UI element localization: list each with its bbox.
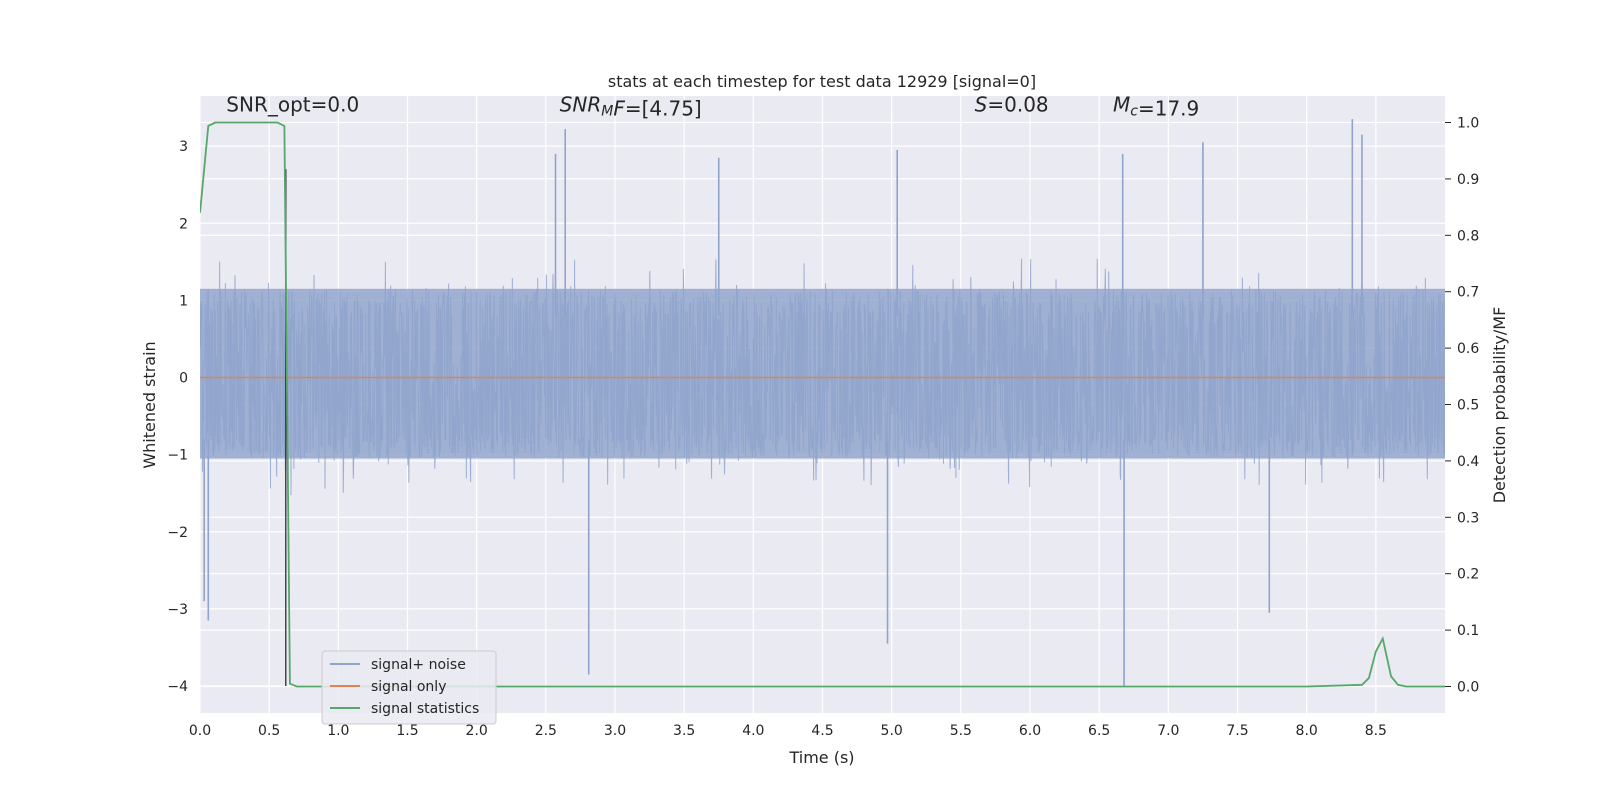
annotation-s-stat: S=0.08 — [975, 92, 1049, 116]
chart-title: stats at each timestep for test data 129… — [608, 72, 1036, 91]
y-right-tick-label: 0.5 — [1457, 398, 1479, 414]
annotation-part: M — [1113, 92, 1130, 116]
legend: signal+ noise signal only signal statist… — [321, 650, 497, 725]
y-right-tick-label: 0.0 — [1457, 679, 1479, 695]
y-left-tick-label: 0 — [179, 371, 188, 387]
annotation-part: c — [1130, 103, 1138, 119]
x-tick-label: 1.5 — [396, 723, 418, 739]
x-tick-label: 2.0 — [466, 723, 488, 739]
y-left-ticks: −4 −3 −2 −1 0 1 2 3 — [167, 139, 188, 695]
x-ticks: 0.0 0.5 1.0 1.5 2.0 2.5 3.0 3.5 4.0 4.5 5.0 5.5 6.0 6… — [189, 723, 1387, 739]
annotation-part: F — [613, 96, 625, 120]
y-axis-label-right: Detection probability/MF — [1490, 307, 1509, 504]
x-axis-label: Time (s) — [788, 748, 854, 767]
y-right-tick-label: 0.8 — [1457, 228, 1479, 244]
x-tick-label: 1.0 — [327, 723, 349, 739]
x-tick-label: 4.5 — [811, 723, 833, 739]
x-tick-label: 0.5 — [258, 723, 280, 739]
x-tick-label: 4.0 — [742, 723, 764, 739]
y-left-tick-label: −3 — [167, 602, 188, 618]
y-axis-label-left: Whitened strain — [140, 341, 159, 468]
x-tick-label: 6.0 — [1019, 723, 1041, 739]
x-tick-label: 5.5 — [950, 723, 972, 739]
x-tick-label: 5.0 — [881, 723, 903, 739]
legend-label-signal-statistics: signal statistics — [371, 701, 479, 717]
legend-box — [321, 650, 497, 725]
y-right-ticks: 0.0 0.1 0.2 0.3 0.4 0.5 0.6 0.7 0.8 0.9 1.0 — [1445, 116, 1479, 695]
y-left-tick-label: −1 — [167, 448, 188, 464]
annotation-part: =17.9 — [1138, 96, 1199, 120]
annotation-part: SNR_opt=0.0 — [226, 92, 359, 116]
x-tick-label: 2.5 — [535, 723, 557, 739]
annotation-part: M — [601, 103, 613, 119]
y-right-tick-label: 0.4 — [1457, 454, 1479, 470]
y-left-tick-label: −2 — [167, 525, 188, 541]
series-signal-statistics — [200, 121, 1445, 688]
y-right-tick-label: 0.3 — [1457, 510, 1479, 526]
legend-label-signal-only: signal only — [371, 679, 446, 695]
y-right-tick-label: 0.7 — [1457, 285, 1479, 301]
x-tick-label: 7.5 — [1226, 723, 1248, 739]
annotation-snr-mf: SNRMF=[4.75] — [560, 92, 702, 120]
y-right-tick-label: 0.2 — [1457, 567, 1479, 583]
annotation-mc: Mc=17.9 — [1113, 92, 1199, 120]
x-tick-label: 8.0 — [1296, 723, 1318, 739]
annotation-part: S — [975, 92, 988, 116]
annotation-part: =0.08 — [987, 92, 1048, 116]
annotation-part: =[4.75] — [625, 96, 702, 120]
y-left-tick-label: −4 — [167, 679, 188, 695]
y-left-tick-label: 1 — [179, 293, 188, 309]
legend-label-signal-noise: signal+ noise — [371, 657, 466, 673]
series-layer — [200, 119, 1445, 688]
y-left-tick-label: 3 — [179, 139, 188, 155]
y-right-tick-label: 0.6 — [1457, 341, 1479, 357]
y-right-tick-label: 0.9 — [1457, 172, 1479, 188]
x-tick-label: 6.5 — [1088, 723, 1110, 739]
x-tick-label: 7.0 — [1157, 723, 1179, 739]
series-signal-noise-band — [200, 288, 1445, 459]
x-tick-label: 3.5 — [673, 723, 695, 739]
x-tick-label: 3.0 — [604, 723, 626, 739]
annotation-part: SNR — [560, 92, 602, 116]
x-tick-label: 8.5 — [1365, 723, 1387, 739]
annotation-snr-opt: SNR_opt=0.0 — [226, 92, 359, 116]
y-right-tick-label: 1.0 — [1457, 116, 1479, 132]
y-left-tick-label: 2 — [179, 216, 188, 232]
x-tick-label: 0.0 — [189, 723, 211, 739]
annotations: SNR_opt=0.0 SNRMF=[4.75] S=0.08 Mc=17.9 — [226, 92, 1199, 120]
y-right-tick-label: 0.1 — [1457, 623, 1479, 639]
